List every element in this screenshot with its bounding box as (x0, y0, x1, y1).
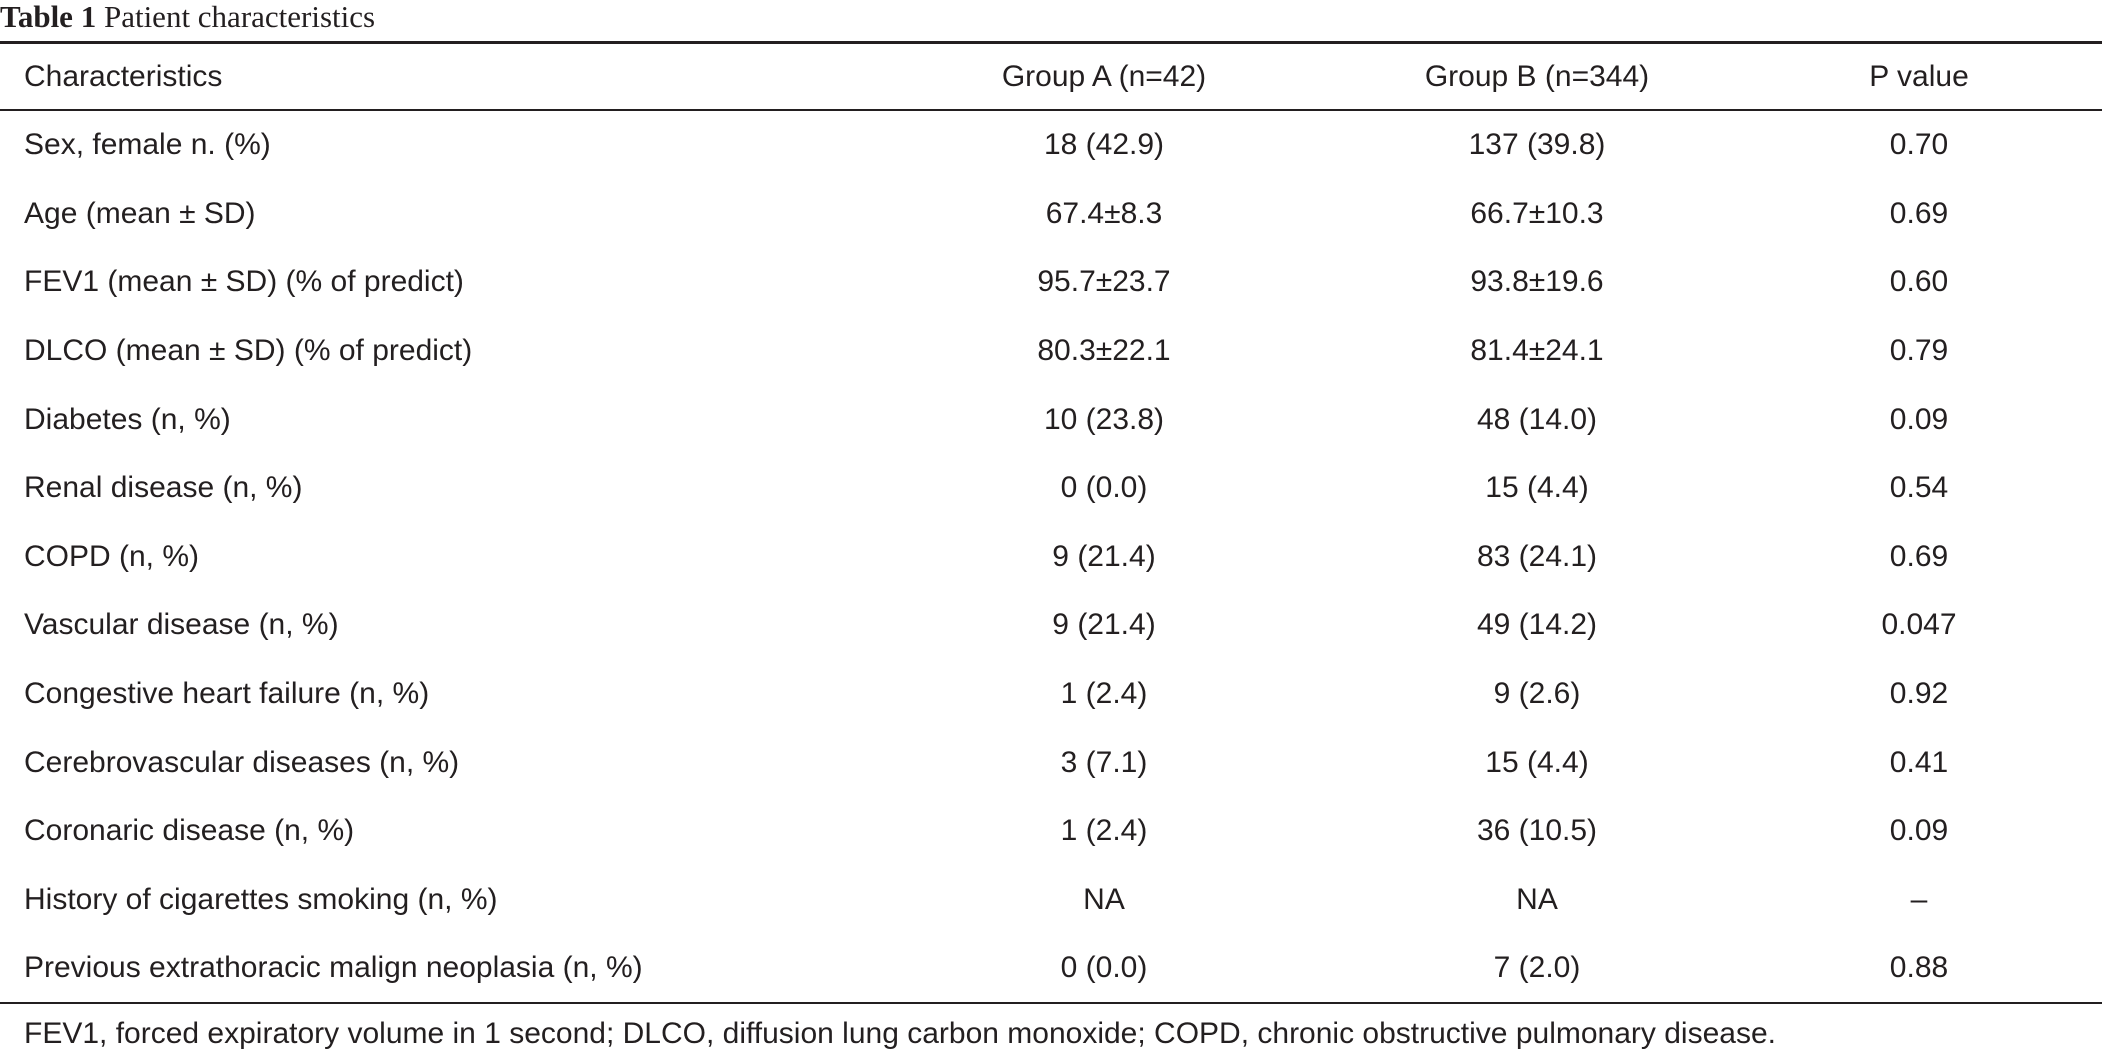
cell-group-b: 15 (4.4) (1485, 745, 1589, 779)
cell-group-a: 18 (42.9) (1043, 128, 1165, 162)
cell-group-b: NA (1516, 882, 1558, 916)
cell-characteristic: COPD (n, %) (24, 539, 200, 573)
cell-group-b: 81.4±24.1 (1470, 334, 1604, 368)
cell-group-b: 49 (14.2) (1476, 608, 1598, 642)
cell-group-a: 95.7±23.7 (1037, 265, 1171, 299)
cell-group-a: 9 (21.4) (1052, 539, 1156, 573)
cell-group-a: 1 (2.4) (1060, 677, 1148, 711)
cell-p-value: – (1910, 882, 1928, 916)
cell-characteristic: Sex, female n. (%) (24, 128, 271, 162)
table-caption-label: Table 1 (0, 0, 97, 34)
column-header-p-value: P value (1869, 59, 1969, 93)
column-header-characteristics: Characteristics (24, 59, 223, 93)
table-row: Vascular disease (n, %) 9 (21.4) 49 (14.2)… (0, 591, 2102, 660)
cell-group-b: 48 (14.0) (1476, 402, 1598, 436)
cell-characteristic: Age (mean ± SD) (24, 196, 256, 230)
cell-group-b: 7 (2.0) (1493, 951, 1581, 985)
cell-p-value: 0.09 (1889, 402, 1949, 436)
cell-group-b: 137 (39.8) (1468, 128, 1606, 162)
cell-group-b: 9 (2.6) (1493, 677, 1581, 711)
table-header-row: Characteristics Group A (n=42) Group B (… (0, 44, 2102, 109)
table-row: Diabetes (n, %) 10 (23.8) 48 (14.0) 0.09 (0, 385, 2102, 454)
cell-p-value: 0.70 (1889, 128, 1949, 162)
bottom-rule (0, 1002, 2102, 1004)
cell-p-value: 0.41 (1889, 745, 1949, 779)
cell-characteristic: Congestive heart failure (n, %) (24, 677, 430, 711)
cell-characteristic: History of cigarettes smoking (n, %) (24, 882, 498, 916)
cell-group-b: 93.8±19.6 (1470, 265, 1604, 299)
cell-p-value: 0.54 (1889, 471, 1949, 505)
cell-characteristic: Diabetes (n, %) (24, 402, 231, 436)
cell-characteristic: FEV1 (mean ± SD) (% of predict) (24, 265, 464, 299)
table-caption: Table 1 Patient characteristics (0, 0, 375, 40)
table-row: Age (mean ± SD) 67.4±8.3 66.7±10.3 0.69 (0, 180, 2102, 249)
cell-group-b: 66.7±10.3 (1470, 196, 1604, 230)
table-footnote: FEV1, forced expiratory volume in 1 seco… (24, 1017, 1776, 1050)
cell-group-a: 0 (0.0) (1060, 471, 1148, 505)
header-rule (0, 109, 2102, 111)
cell-p-value: 0.69 (1889, 539, 1949, 573)
column-header-group-a: Group A (n=42) (1001, 59, 1207, 93)
cell-group-a: 1 (2.4) (1060, 814, 1148, 848)
table-row: FEV1 (mean ± SD) (% of predict) 95.7±23.7… (0, 248, 2102, 317)
cell-group-a: 3 (7.1) (1060, 745, 1148, 779)
cell-p-value: 0.047 (1881, 608, 1957, 642)
cell-group-b: 36 (10.5) (1476, 814, 1598, 848)
cell-characteristic: Vascular disease (n, %) (24, 608, 339, 642)
cell-p-value: 0.09 (1889, 814, 1949, 848)
table-row: History of cigarettes smoking (n, %) NA NA… (0, 866, 2102, 935)
cell-p-value: 0.60 (1889, 265, 1949, 299)
cell-p-value: 0.79 (1889, 334, 1949, 368)
cell-group-a: 67.4±8.3 (1045, 196, 1163, 230)
table-row: Renal disease (n, %) 0 (0.0) 15 (4.4) 0.54 (0, 454, 2102, 523)
cell-characteristic: DLCO (mean ± SD) (% of predict) (24, 334, 473, 368)
table-row: Sex, female n. (%) 18 (42.9) 137 (39.8) 0.7… (0, 111, 2102, 180)
cell-characteristic: Cerebrovascular diseases (n, %) (24, 745, 460, 779)
cell-p-value: 0.69 (1889, 196, 1949, 230)
cell-group-a: NA (1083, 882, 1125, 916)
cell-group-a: 80.3±22.1 (1037, 334, 1171, 368)
table-row: COPD (n, %) 9 (21.4) 83 (24.1) 0.69 (0, 523, 2102, 592)
table-row: Cerebrovascular diseases (n, %) 3 (7.1) 15… (0, 728, 2102, 797)
cell-group-a: 0 (0.0) (1060, 951, 1148, 985)
cell-p-value: 0.92 (1889, 677, 1949, 711)
table-caption-title: Patient characteristics (103, 0, 376, 34)
cell-characteristic: Previous extrathoracic malign neoplasia … (24, 951, 643, 985)
cell-group-b: 83 (24.1) (1476, 539, 1598, 573)
table-row: DLCO (mean ± SD) (% of predict) 80.3±22.1… (0, 317, 2102, 386)
cell-group-a: 10 (23.8) (1043, 402, 1165, 436)
cell-group-a: 9 (21.4) (1052, 608, 1156, 642)
table-row: Coronaric disease (n, %) 1 (2.4) 36 (10.5)… (0, 797, 2102, 866)
top-rule (0, 41, 2102, 44)
cell-p-value: 0.88 (1889, 951, 1949, 985)
cell-characteristic: Renal disease (n, %) (24, 471, 303, 505)
table-row: Previous extrathoracic malign neoplasia … (0, 934, 2102, 1003)
table-row: Congestive heart failure (n, %) 1 (2.4) 9 … (0, 660, 2102, 729)
column-header-group-b: Group B (n=344) (1424, 59, 1650, 93)
cell-group-b: 15 (4.4) (1485, 471, 1589, 505)
cell-characteristic: Coronaric disease (n, %) (24, 814, 355, 848)
